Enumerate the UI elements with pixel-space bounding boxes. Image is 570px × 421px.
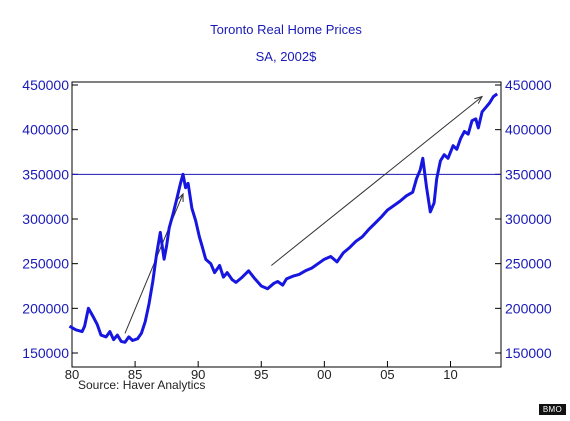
x-axis: 80 85 90 95 00 05 10 bbox=[65, 361, 458, 382]
y-tick-label-left: 300000 bbox=[22, 211, 69, 227]
x-tick-label: 05 bbox=[380, 367, 394, 382]
y-tick-label-left: 200000 bbox=[22, 300, 69, 316]
chart-subtitle: SA, 2002$ bbox=[256, 49, 317, 64]
y-tick-label-right: 300000 bbox=[505, 211, 552, 227]
trend-arrow-head bbox=[474, 95, 484, 104]
source-note: Source: Haver Analytics bbox=[78, 378, 205, 392]
plot-frame bbox=[71, 81, 502, 368]
y-tick-label-right: 200000 bbox=[505, 300, 552, 316]
chart-title: Toronto Real Home Prices bbox=[210, 22, 362, 37]
x-tick-label: 80 bbox=[65, 367, 79, 382]
x-tick-label: 85 bbox=[128, 367, 142, 382]
x-tick-label: 95 bbox=[254, 367, 268, 382]
y-tick-label-left: 400000 bbox=[22, 122, 69, 138]
x-tick-label: 10 bbox=[443, 367, 457, 382]
trend-arrows bbox=[124, 95, 484, 334]
trend-arrow-head bbox=[176, 192, 184, 202]
y-tick-label-left: 350000 bbox=[22, 166, 69, 182]
series-line bbox=[68, 92, 499, 344]
y-tick-label-left: 450000 bbox=[22, 77, 69, 93]
y-tick-label-left: 250000 bbox=[22, 256, 69, 272]
y-axis-left: 150000 200000 250000 300000 350000 400000 4500… bbox=[22, 77, 78, 361]
y-axis-right: 150000 200000 250000 300000 350000 400000 4500… bbox=[495, 77, 552, 361]
bmo-logo: BMO bbox=[538, 404, 566, 415]
y-tick-label-left: 150000 bbox=[22, 345, 69, 361]
y-tick-label-right: 450000 bbox=[505, 77, 552, 93]
y-tick-label-right: 400000 bbox=[505, 122, 552, 138]
y-tick-label-right: 150000 bbox=[505, 345, 552, 361]
x-tick-label: 90 bbox=[191, 367, 205, 382]
x-tick-label: 00 bbox=[317, 367, 331, 382]
y-tick-label-right: 350000 bbox=[505, 166, 552, 182]
trend-arrow-line bbox=[271, 96, 483, 266]
y-tick-label-right: 250000 bbox=[505, 256, 552, 272]
